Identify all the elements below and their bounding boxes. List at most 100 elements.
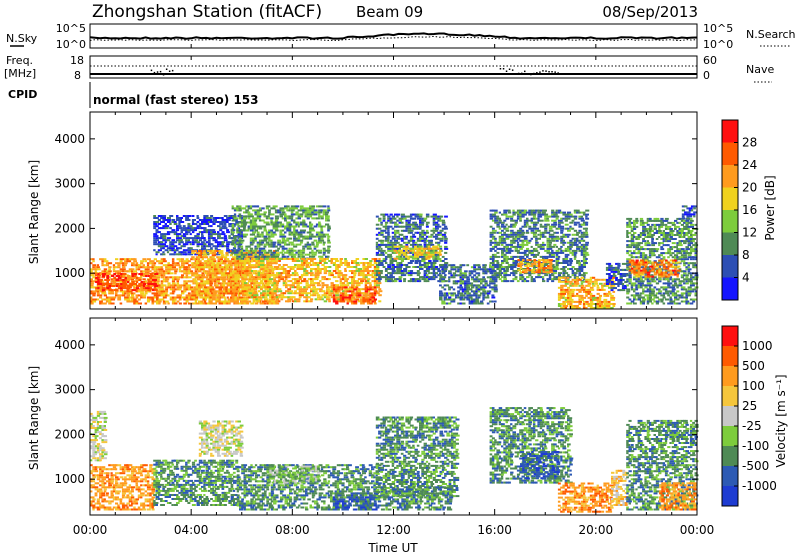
range-cell	[430, 229, 434, 232]
range-cell	[314, 292, 319, 295]
range-cell	[160, 268, 164, 271]
range-cell	[195, 276, 200, 279]
range-cell	[187, 272, 191, 275]
range-cell	[221, 223, 224, 225]
range-cell	[282, 296, 286, 299]
range-cell	[220, 290, 225, 293]
range-cell	[316, 288, 320, 291]
range-cell	[351, 282, 354, 285]
range-cell	[185, 217, 190, 219]
range-cell	[268, 245, 271, 248]
range-cell	[212, 233, 216, 236]
range-cell	[249, 241, 253, 244]
range-cell	[288, 237, 293, 240]
range-cell	[234, 292, 238, 295]
range-cell	[341, 284, 346, 287]
range-cell	[232, 286, 236, 289]
range-cell	[407, 225, 412, 228]
range-cell	[255, 258, 259, 260]
range-cell	[263, 245, 267, 248]
range-cell	[337, 266, 341, 268]
freq-excursion-mark	[159, 70, 162, 73]
range-cell	[466, 282, 470, 285]
range-cell	[250, 302, 255, 305]
range-cell	[226, 300, 231, 303]
range-cell	[364, 274, 368, 277]
range-cell	[395, 255, 400, 258]
range-cell	[396, 231, 400, 234]
range-cell	[105, 270, 110, 273]
range-cell	[464, 282, 468, 285]
range-cell	[277, 241, 281, 244]
range-cell	[228, 219, 231, 221]
range-cell	[260, 286, 264, 289]
range-cell	[297, 213, 301, 216]
range-cell	[519, 243, 524, 246]
range-cell	[357, 292, 361, 295]
range-cell	[439, 278, 442, 281]
range-cell	[166, 233, 171, 236]
range-cell	[291, 268, 295, 270]
range-cell	[108, 283, 112, 285]
range-cell	[246, 270, 250, 272]
range-cell	[113, 289, 117, 292]
range-cell	[287, 292, 290, 295]
range-cell	[491, 300, 494, 303]
range-cell	[421, 217, 425, 220]
range-cell	[268, 213, 272, 216]
range-cell	[346, 262, 350, 264]
range-cell	[514, 255, 518, 258]
range-cell	[187, 270, 192, 273]
range-cell	[282, 282, 287, 285]
range-cell	[252, 221, 257, 224]
range-cell	[516, 209, 521, 212]
range-cell	[257, 276, 261, 279]
range-cell	[303, 272, 307, 275]
range-cell	[171, 266, 176, 269]
range-cell	[178, 298, 182, 301]
range-cell	[203, 300, 207, 303]
range-cell	[214, 247, 218, 250]
range-cell	[375, 278, 380, 281]
range-cell	[396, 247, 400, 250]
range-cell	[491, 270, 496, 272]
range-cell	[96, 298, 100, 301]
range-cell	[344, 274, 348, 277]
range-cell	[273, 266, 277, 268]
range-cell	[234, 256, 237, 259]
range-cell	[353, 300, 358, 303]
range-cell	[519, 215, 523, 218]
range-cell	[295, 231, 298, 234]
range-cell	[322, 235, 327, 238]
range-cell	[227, 272, 231, 275]
range-cell	[247, 225, 252, 228]
range-cell	[287, 266, 290, 268]
range-cell	[425, 215, 430, 218]
range-cell	[480, 302, 484, 305]
range-cell	[445, 298, 449, 301]
range-cell	[249, 239, 254, 242]
range-cell	[455, 274, 458, 277]
range-cell	[228, 223, 233, 225]
range-cell	[249, 215, 254, 218]
range-cell	[405, 219, 409, 222]
range-cell	[291, 296, 296, 299]
range-cell	[299, 215, 304, 218]
range-cell	[115, 272, 119, 275]
range-cell	[357, 300, 361, 303]
range-cell	[272, 227, 277, 230]
range-cell	[394, 213, 398, 216]
range-cell	[265, 217, 269, 220]
range-cell	[189, 247, 193, 250]
range-cell	[265, 215, 270, 218]
range-cell	[192, 282, 195, 285]
range-cell	[266, 274, 271, 277]
range-cell	[505, 262, 509, 264]
range-cell	[293, 227, 296, 230]
range-cell	[299, 213, 304, 216]
range-cell	[295, 251, 300, 254]
range-cell	[425, 231, 429, 234]
range-cell	[90, 278, 93, 281]
range-cell	[355, 284, 359, 287]
range-cell	[207, 282, 211, 285]
